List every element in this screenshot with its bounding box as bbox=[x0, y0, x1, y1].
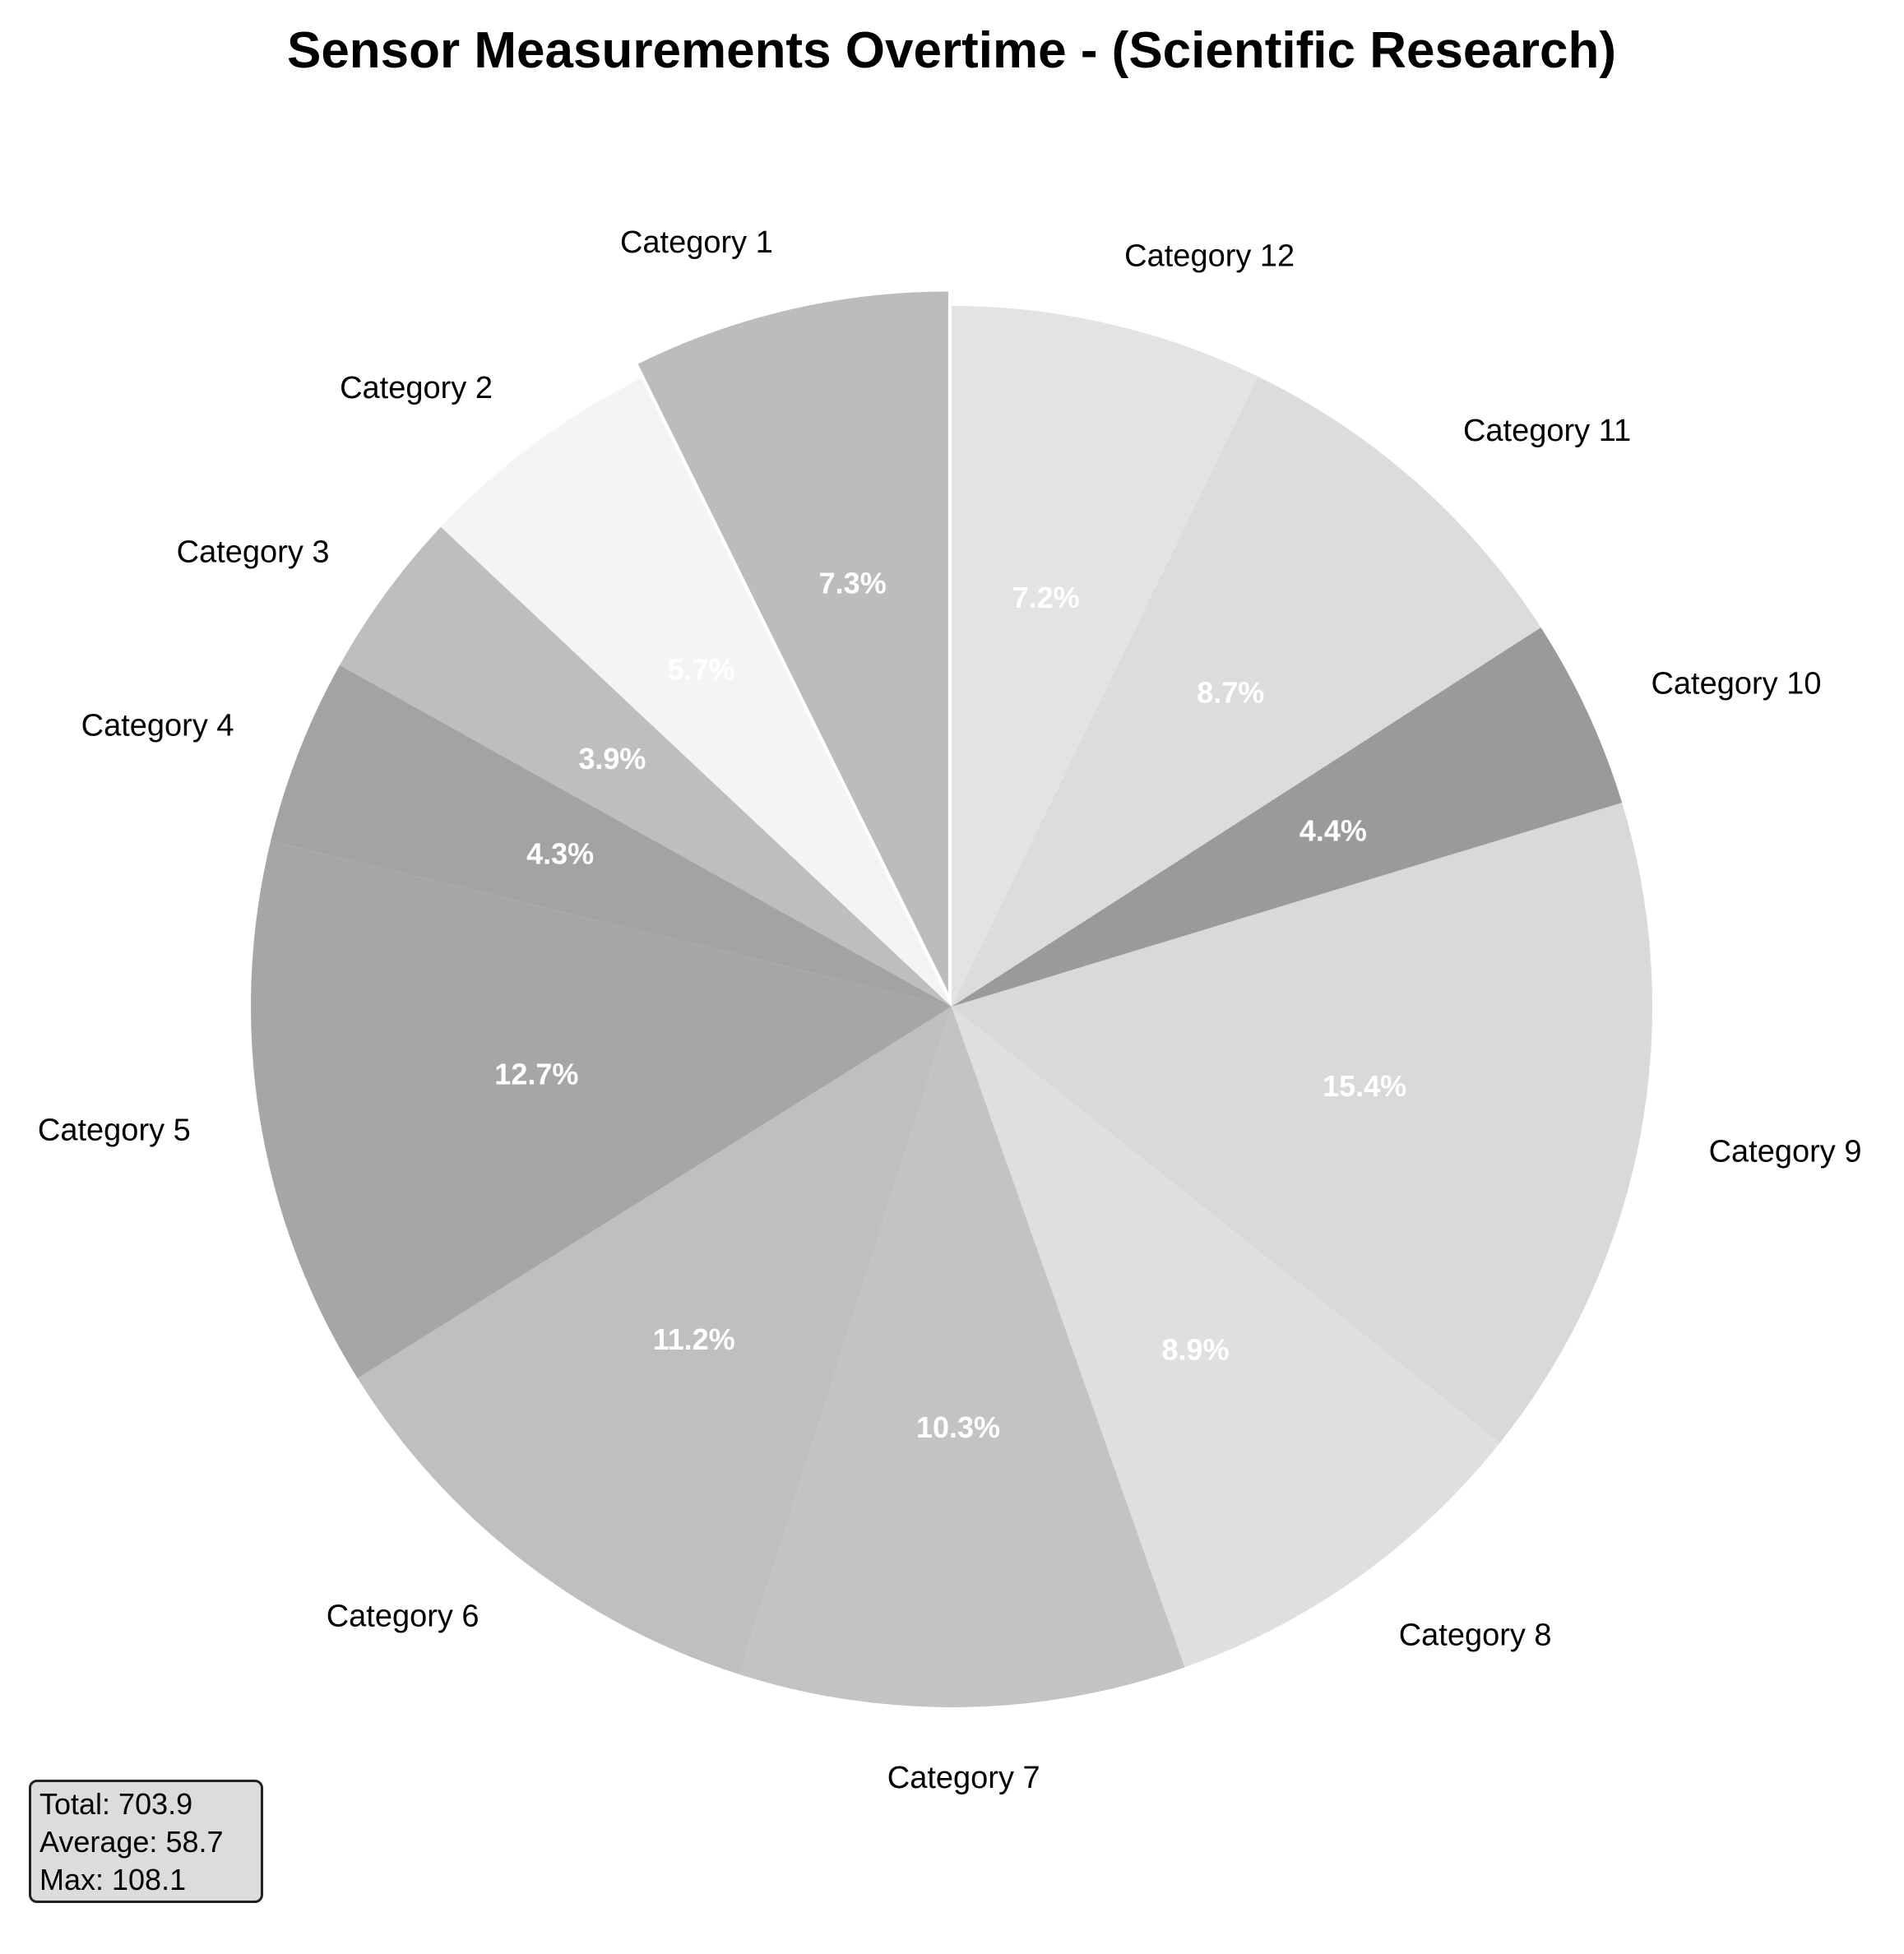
category-label-6: Category 6 bbox=[327, 1600, 479, 1634]
percent-label-8: 8.9% bbox=[1162, 1332, 1230, 1366]
pie-slice-category-5 bbox=[251, 840, 952, 1378]
category-label-2: Category 2 bbox=[340, 371, 493, 405]
pie-slice-category-8 bbox=[952, 1007, 1500, 1668]
pie-slice-category-12 bbox=[952, 306, 1258, 1007]
pie-slice-category-3 bbox=[339, 526, 952, 1007]
pie-slice-category-6 bbox=[357, 1007, 952, 1674]
category-labels: Category 1 Category 2 Category 3 Category 4… bbox=[38, 225, 1862, 1795]
stats-average: Average: 58.7 bbox=[39, 1825, 224, 1859]
percent-label-2: 5.7% bbox=[668, 652, 735, 686]
percent-label-3: 3.9% bbox=[578, 742, 646, 776]
category-label-7: Category 7 bbox=[887, 1761, 1040, 1795]
category-label-11: Category 11 bbox=[1463, 414, 1631, 448]
category-label-5: Category 5 bbox=[38, 1114, 191, 1148]
category-label-4: Category 4 bbox=[81, 709, 234, 743]
stats-total: Total: 703.9 bbox=[39, 1787, 193, 1821]
percent-label-1: 7.3% bbox=[819, 567, 887, 600]
stats-box: Total: 703.9 Average: 58.7 Max: 108.1 bbox=[29, 1780, 263, 1903]
pie-slice-category-10 bbox=[952, 627, 1623, 1007]
percent-label-4: 4.3% bbox=[526, 836, 594, 870]
percent-label-12: 7.2% bbox=[1012, 581, 1080, 614]
category-label-12: Category 12 bbox=[1124, 239, 1295, 274]
pie-slices bbox=[251, 291, 1652, 1707]
pie-slice-category-9 bbox=[952, 803, 1652, 1443]
pie-slice-category-1 bbox=[637, 291, 948, 993]
chart-title: Sensor Measurements Overtime - (Scientif… bbox=[287, 22, 1616, 79]
percent-label-11: 8.7% bbox=[1197, 676, 1264, 710]
percent-label-10: 4.4% bbox=[1299, 813, 1367, 847]
pie-slice-category-11 bbox=[952, 376, 1541, 1007]
category-label-1: Category 1 bbox=[620, 225, 773, 260]
category-label-10: Category 10 bbox=[1651, 666, 1821, 701]
pie-slice-category-2 bbox=[440, 378, 952, 1007]
percent-labels: 7.3% 5.7% 3.9% 4.3% 12.7% 11.2% 10.3% 8.9% 15.4%… bbox=[494, 567, 1406, 1444]
percent-label-5: 12.7% bbox=[494, 1058, 578, 1091]
percent-label-9: 15.4% bbox=[1323, 1069, 1406, 1103]
percent-label-7: 10.3% bbox=[916, 1410, 1000, 1444]
category-label-8: Category 8 bbox=[1399, 1618, 1552, 1652]
category-label-9: Category 9 bbox=[1709, 1135, 1862, 1169]
pie-slice-category-7 bbox=[739, 1007, 1185, 1707]
pie-slice-category-4 bbox=[271, 664, 952, 1007]
category-label-3: Category 3 bbox=[177, 535, 330, 570]
stats-max: Max: 108.1 bbox=[39, 1863, 187, 1896]
percent-label-6: 11.2% bbox=[653, 1322, 735, 1356]
